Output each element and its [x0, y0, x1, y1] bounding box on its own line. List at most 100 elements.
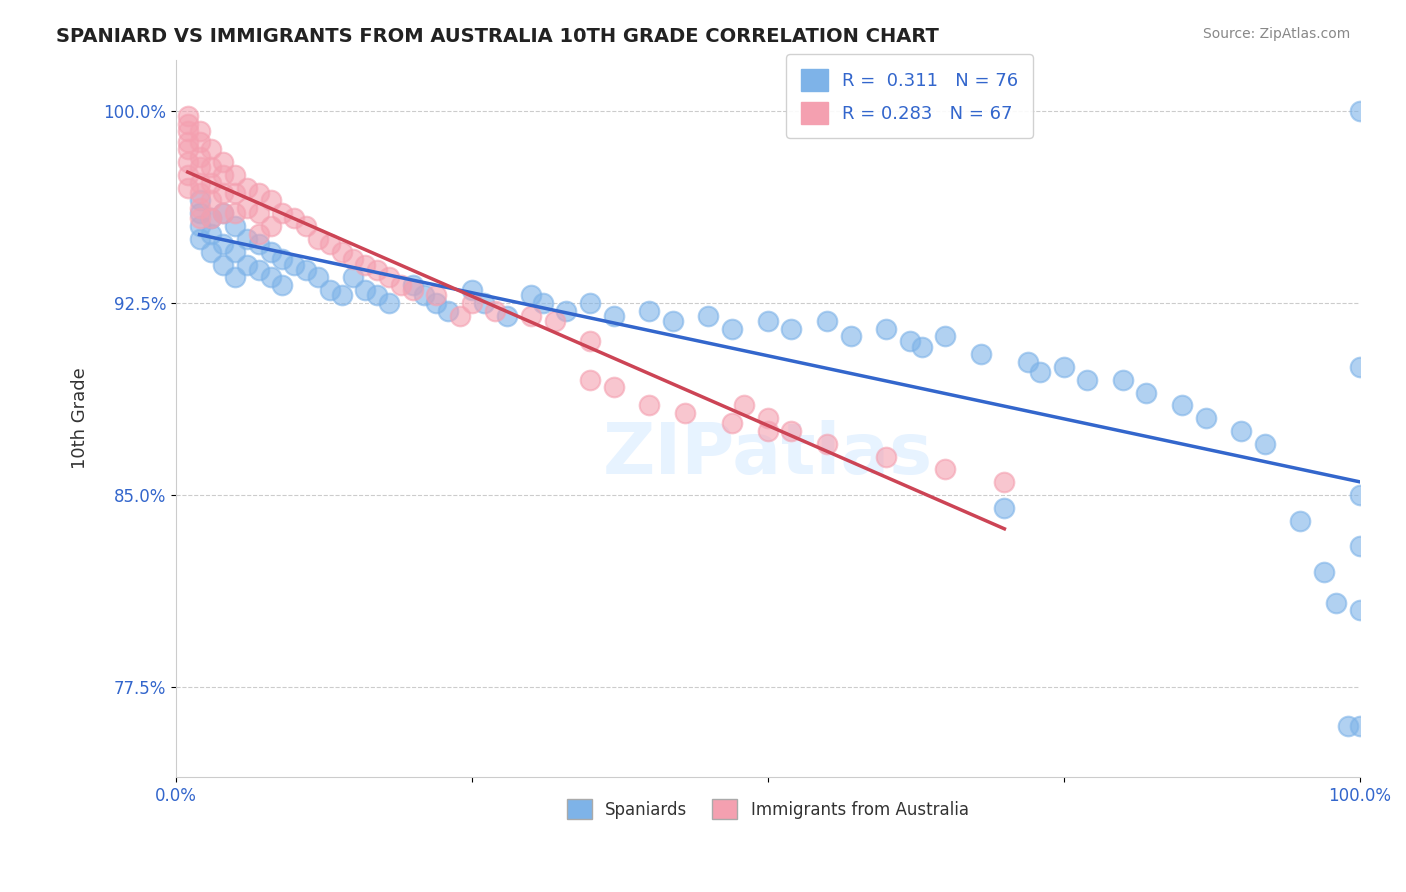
Point — [224, 168, 246, 182]
Point — [1230, 424, 1253, 438]
Point — [200, 142, 222, 156]
Point — [1135, 385, 1157, 400]
Point — [1112, 373, 1135, 387]
Point — [200, 194, 222, 208]
Point — [188, 201, 211, 215]
Point — [188, 232, 211, 246]
Point — [176, 155, 198, 169]
Point — [247, 206, 270, 220]
Point — [342, 270, 364, 285]
Point — [1313, 565, 1336, 579]
Point — [970, 347, 993, 361]
Point — [579, 296, 602, 310]
Point — [638, 303, 661, 318]
Point — [212, 258, 235, 272]
Point — [247, 237, 270, 252]
Point — [1029, 365, 1052, 379]
Point — [307, 232, 329, 246]
Point — [354, 283, 377, 297]
Point — [200, 176, 222, 190]
Point — [875, 321, 897, 335]
Point — [188, 124, 211, 138]
Text: SPANIARD VS IMMIGRANTS FROM AUSTRALIA 10TH GRADE CORRELATION CHART: SPANIARD VS IMMIGRANTS FROM AUSTRALIA 10… — [56, 27, 939, 45]
Point — [721, 321, 744, 335]
Point — [733, 399, 755, 413]
Point — [176, 180, 198, 194]
Point — [236, 232, 259, 246]
Point — [176, 117, 198, 131]
Y-axis label: 10th Grade: 10th Grade — [72, 368, 89, 469]
Point — [603, 309, 626, 323]
Point — [188, 160, 211, 174]
Point — [1194, 411, 1216, 425]
Point — [531, 296, 554, 310]
Point — [378, 296, 401, 310]
Point — [354, 258, 377, 272]
Point — [1337, 718, 1360, 732]
Point — [697, 309, 720, 323]
Point — [319, 283, 342, 297]
Point — [993, 500, 1015, 515]
Point — [425, 288, 447, 302]
Point — [342, 252, 364, 267]
Point — [236, 180, 259, 194]
Point — [212, 237, 235, 252]
Point — [934, 462, 956, 476]
Point — [1171, 399, 1194, 413]
Point — [401, 278, 423, 293]
Point — [815, 314, 838, 328]
Point — [756, 314, 779, 328]
Point — [603, 380, 626, 394]
Point — [1348, 488, 1371, 502]
Point — [212, 168, 235, 182]
Point — [520, 288, 543, 302]
Point — [176, 109, 198, 123]
Point — [579, 334, 602, 349]
Point — [271, 252, 294, 267]
Point — [188, 219, 211, 233]
Text: Source: ZipAtlas.com: Source: ZipAtlas.com — [1202, 27, 1350, 41]
Point — [224, 244, 246, 259]
Point — [437, 303, 460, 318]
Point — [307, 270, 329, 285]
Point — [176, 135, 198, 149]
Point — [200, 211, 222, 226]
Point — [188, 135, 211, 149]
Point — [898, 334, 921, 349]
Point — [330, 244, 353, 259]
Point — [188, 206, 211, 220]
Point — [662, 314, 685, 328]
Point — [673, 406, 696, 420]
Point — [259, 194, 281, 208]
Point — [993, 475, 1015, 490]
Point — [1348, 103, 1371, 118]
Point — [200, 211, 222, 226]
Point — [366, 262, 388, 277]
Point — [176, 168, 198, 182]
Point — [319, 237, 342, 252]
Point — [756, 424, 779, 438]
Point — [366, 288, 388, 302]
Point — [295, 219, 318, 233]
Point — [259, 244, 281, 259]
Point — [295, 262, 318, 277]
Point — [1017, 355, 1039, 369]
Point — [1289, 514, 1312, 528]
Point — [1254, 437, 1277, 451]
Point — [756, 411, 779, 425]
Point — [224, 219, 246, 233]
Point — [212, 206, 235, 220]
Point — [188, 194, 211, 208]
Point — [378, 270, 401, 285]
Point — [200, 227, 222, 241]
Point — [259, 270, 281, 285]
Point — [425, 296, 447, 310]
Point — [212, 206, 235, 220]
Point — [1348, 359, 1371, 374]
Point — [1324, 596, 1347, 610]
Point — [330, 288, 353, 302]
Point — [176, 142, 198, 156]
Point — [271, 206, 294, 220]
Point — [271, 278, 294, 293]
Point — [1348, 539, 1371, 553]
